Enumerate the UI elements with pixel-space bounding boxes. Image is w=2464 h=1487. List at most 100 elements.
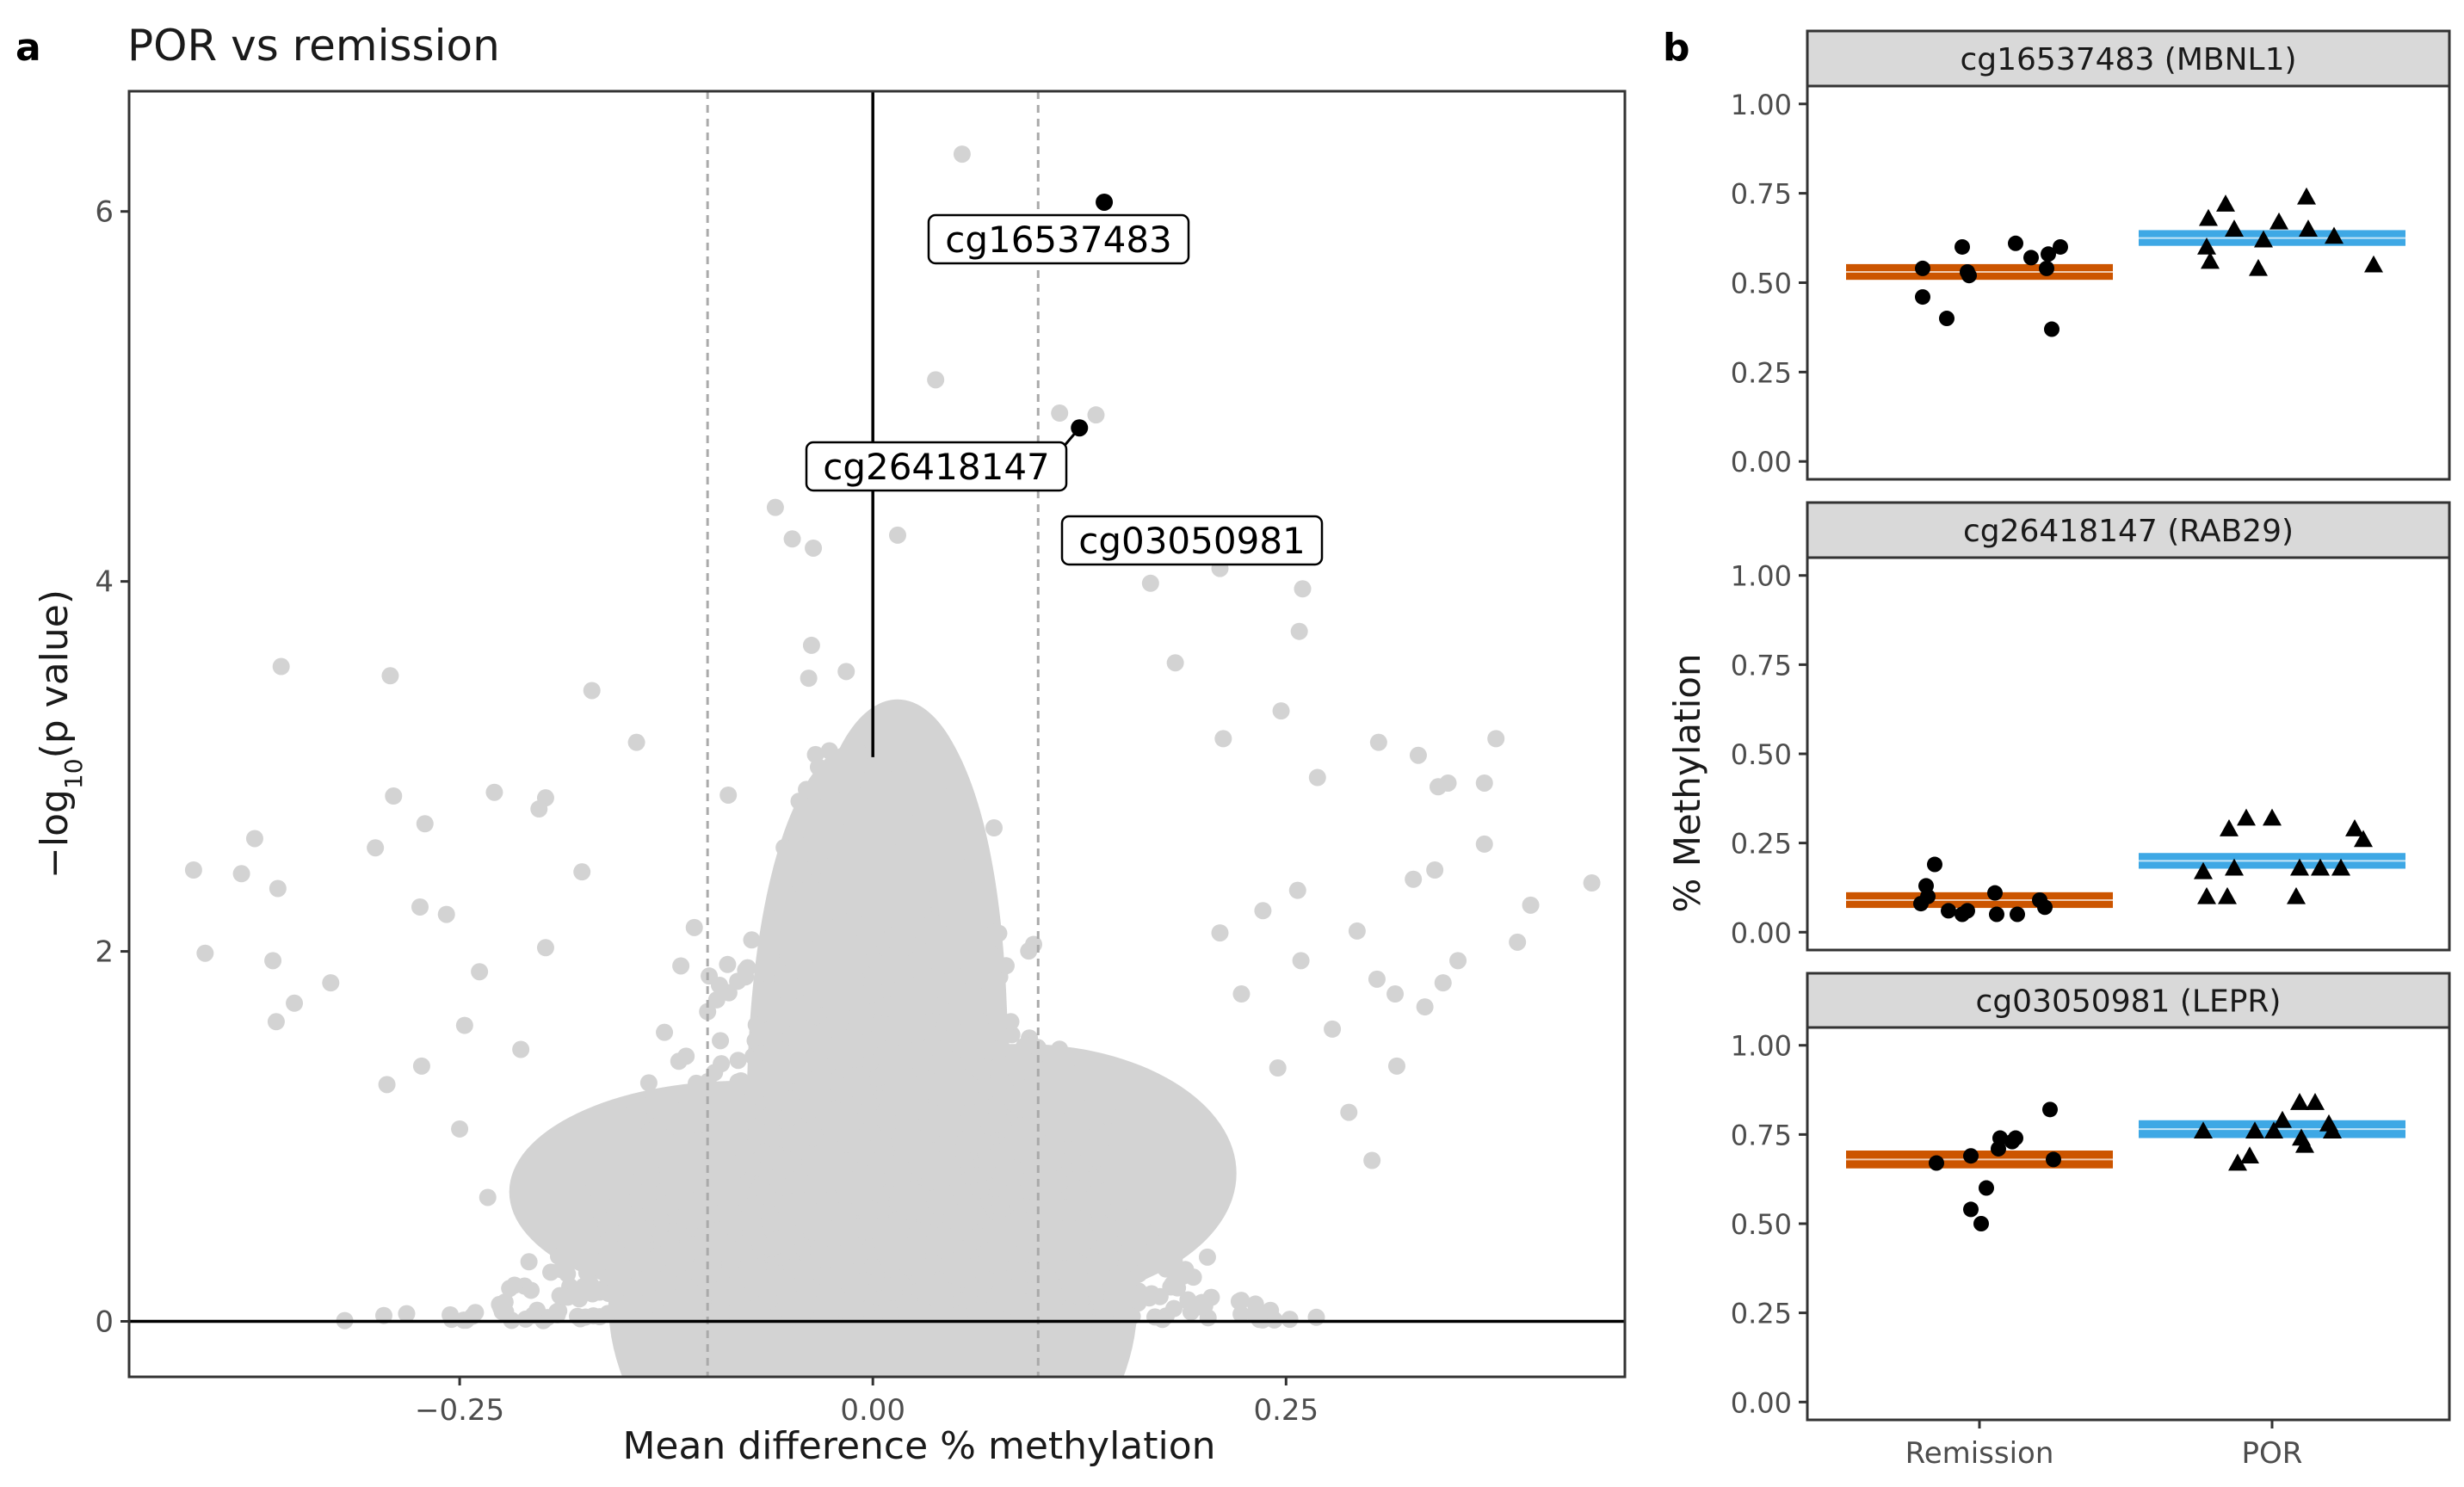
background-point — [378, 1076, 396, 1094]
cloud-dot — [645, 1169, 663, 1188]
cloud-dot — [806, 1088, 824, 1106]
cloud-dot — [705, 1281, 723, 1299]
cloud-dot — [1093, 1076, 1111, 1094]
cloud-dot — [1009, 1260, 1027, 1278]
background-point — [1288, 881, 1306, 899]
background-point — [1211, 924, 1229, 942]
cloud-dot — [1058, 1096, 1076, 1114]
remission-point — [2037, 899, 2053, 916]
panel-a: a POR vs remission cg16537483cg26418147c… — [15, 21, 1627, 1468]
remission-point — [1927, 856, 1942, 873]
cloud-dot — [744, 1280, 763, 1299]
cloud-dot — [1094, 1309, 1112, 1327]
background-point — [232, 865, 250, 883]
cloud-dot — [1012, 1145, 1030, 1163]
cloud-dot — [818, 1100, 836, 1118]
cloud-dot — [1063, 1146, 1081, 1164]
cloud-dot — [1085, 1169, 1103, 1188]
cloud-dot — [761, 1292, 779, 1310]
cloud-dot — [985, 1024, 1004, 1042]
cloud-dot — [654, 1275, 672, 1293]
cloud-dot — [818, 1038, 836, 1056]
cloud-dot — [711, 1294, 729, 1312]
facet-title: cg03050981 (LEPR) — [1976, 984, 2282, 1020]
y-tick-label: 1.00 — [1731, 89, 1792, 121]
x-tick-label: −0.25 — [415, 1393, 504, 1428]
facet-strip — [1806, 501, 2451, 559]
cloud-dot — [664, 1149, 682, 1167]
cloud-dot — [831, 774, 849, 793]
remission-point — [2046, 1151, 2061, 1168]
cloud-dot — [771, 1083, 789, 1101]
cloud-dot — [641, 1204, 659, 1222]
background-point — [1254, 902, 1272, 920]
cloud-dot — [756, 1183, 774, 1201]
remission-point — [2008, 235, 2023, 251]
cloud-dot — [1179, 1291, 1197, 1309]
facet-frame — [1806, 84, 2451, 481]
cloud-dot — [592, 1236, 610, 1254]
background-point — [451, 1120, 469, 1138]
por-point — [2364, 255, 2383, 273]
background-point — [245, 830, 263, 848]
y-tick-label: 0.50 — [1731, 268, 1792, 300]
panel-a-x-axis-title: Mean difference % methylation — [622, 1424, 1215, 1468]
cloud-dot — [1067, 1281, 1085, 1299]
y-tick-label: 4 — [95, 565, 114, 600]
background-point — [1386, 985, 1405, 1003]
cloud-dot — [815, 989, 833, 1007]
cloud-dot — [882, 966, 900, 984]
cloud-dot — [966, 1256, 985, 1274]
cloud-dot — [524, 1306, 542, 1324]
background-point — [385, 787, 403, 805]
facet-1: cg16537483 (MBNL1) 0.00 0.25 0.50 0.75 1.00 — [1731, 29, 2451, 481]
remission-point — [1987, 885, 2003, 901]
cloud-dot — [1023, 1073, 1041, 1091]
cloud-dot — [722, 1173, 740, 1191]
y-tick-label: 0.25 — [1731, 828, 1792, 861]
cloud-dot — [673, 1167, 691, 1185]
cloud-dot — [795, 993, 813, 1011]
cloud-dot — [863, 985, 881, 1003]
por-point — [2306, 1093, 2325, 1110]
por-point — [2216, 194, 2235, 212]
cloud-dot — [1062, 1303, 1080, 1321]
cloud-dot — [930, 1291, 948, 1309]
cloud-dot — [820, 742, 838, 760]
cloud-dot — [705, 1182, 723, 1200]
remission-point — [1979, 1180, 1994, 1196]
background-point — [367, 839, 385, 857]
cloud-dot — [962, 934, 980, 952]
remission-point — [1963, 1148, 1979, 1164]
cloud-dot — [1041, 1144, 1059, 1162]
cloud-dot — [795, 951, 813, 969]
facet-2: cg26418147 (RAB29) 0.00 0.25 0.50 0.75 1.00 — [1731, 501, 2451, 952]
cloud-dot — [1002, 1013, 1020, 1031]
x-category-label: POR — [2242, 1436, 2303, 1471]
cloud-dot — [707, 1205, 725, 1223]
label-box-cg26418147 — [805, 441, 1068, 492]
cloud-dot — [784, 1053, 802, 1071]
cloud-dot — [841, 1295, 859, 1313]
cloud-dot — [951, 1203, 969, 1221]
por-point — [2299, 219, 2318, 237]
cloud-dot — [812, 1293, 831, 1311]
background-point — [1290, 622, 1308, 640]
cloud-dot — [930, 1226, 948, 1244]
reference-lines — [129, 91, 1625, 1377]
cloud-dot — [809, 1006, 827, 1024]
y-tick-label: 1.00 — [1731, 1030, 1792, 1063]
cloud-dot — [749, 1258, 767, 1276]
cloud-dot — [701, 967, 719, 985]
background-point — [805, 539, 823, 557]
cloud-dot — [953, 1261, 971, 1279]
cloud-dot — [1020, 942, 1038, 960]
remission-point — [2008, 1130, 2023, 1146]
cloud-dot — [785, 1207, 803, 1225]
label-text-cg26418147: cg26418147 — [823, 446, 1050, 488]
cloud-dot — [1053, 1074, 1071, 1092]
background-point — [583, 682, 601, 700]
cloud-dot — [783, 530, 801, 548]
cloud-dot — [1052, 1262, 1070, 1280]
cloud-dot — [862, 1310, 880, 1328]
